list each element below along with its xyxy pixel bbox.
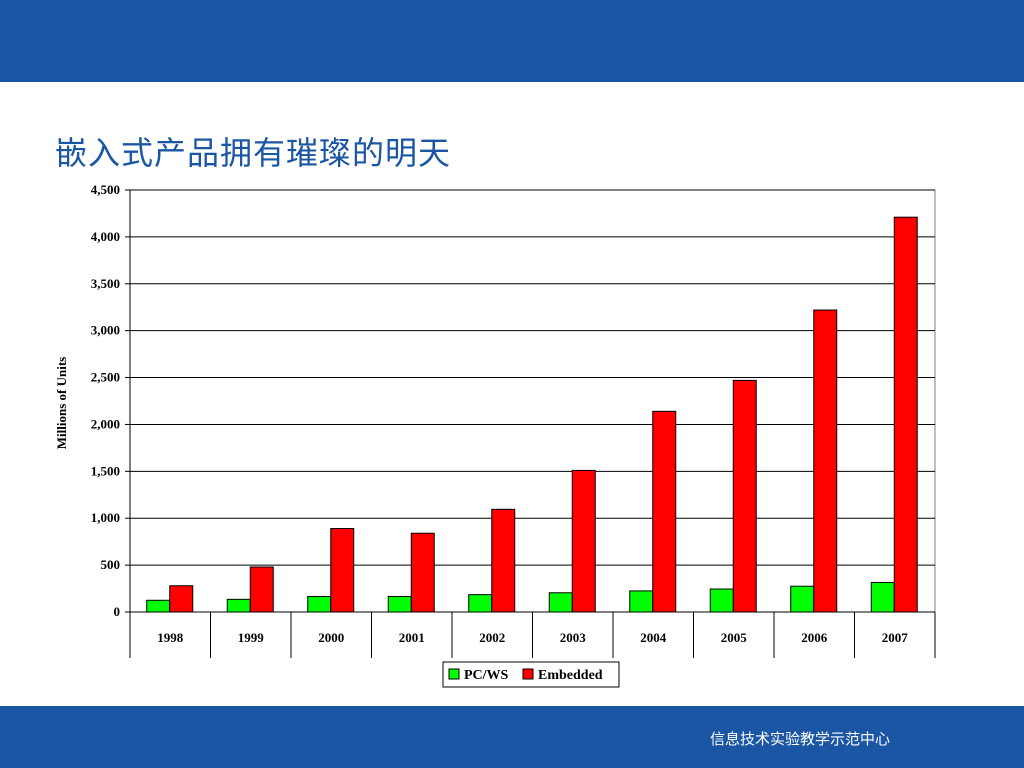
x-tick-label: 2002 — [479, 630, 505, 645]
x-tick-label: 2005 — [721, 630, 748, 645]
legend-label-embedded: Embedded — [538, 668, 603, 683]
x-tick-label: 2003 — [560, 630, 587, 645]
y-tick-label: 3,000 — [91, 323, 120, 338]
bar-pc-ws-2004 — [629, 590, 654, 613]
bar-embedded-2004 — [652, 410, 677, 613]
bar-embedded-2003 — [571, 469, 596, 613]
y-tick-label: 0 — [114, 604, 121, 619]
x-tick-label: 2006 — [801, 630, 828, 645]
bar-embedded-2005 — [732, 379, 757, 613]
footer-text: 信息技术实验教学示范中心 — [709, 730, 890, 748]
bar-pc-ws-1999 — [226, 598, 251, 613]
x-tick-label: 1999 — [238, 630, 265, 645]
bar-pc-ws-1998 — [146, 599, 171, 613]
legend-swatch-pc-ws — [448, 668, 460, 680]
bar-pc-ws-2003 — [548, 592, 573, 613]
bar-embedded-2002 — [491, 508, 516, 613]
bar-embedded-2006 — [813, 309, 838, 613]
y-tick-label: 3,500 — [91, 276, 120, 291]
slide-title: 嵌入式产品拥有璀璨的明天 — [55, 134, 452, 172]
y-tick-label: 1,500 — [91, 463, 120, 478]
bar-embedded-2000 — [330, 528, 355, 613]
y-tick-label: 500 — [101, 557, 121, 572]
x-tick-label: 2004 — [640, 630, 667, 645]
x-tick-label: 1998 — [157, 630, 184, 645]
x-tick-label: 2000 — [318, 630, 344, 645]
header-band — [0, 0, 1024, 82]
y-tick-label: 2,500 — [91, 370, 120, 385]
plot-area — [129, 189, 936, 613]
x-tick-label: 2007 — [882, 630, 909, 645]
bar-pc-ws-2007 — [870, 581, 895, 613]
bar-pc-ws-2000 — [307, 596, 332, 613]
y-tick-label: 4,000 — [91, 229, 120, 244]
y-tick-label: 2,000 — [91, 416, 120, 431]
bar-embedded-1998 — [169, 585, 194, 613]
bar-embedded-2001 — [410, 532, 435, 613]
footer-band: 信息技术实验教学示范中心 — [0, 706, 1024, 768]
x-tick-label: 2001 — [399, 630, 425, 645]
bar-pc-ws-2001 — [387, 596, 412, 613]
y-axis-title: Millions of Units — [54, 357, 69, 449]
bar-pc-ws-2005 — [709, 588, 734, 613]
bar-embedded-2007 — [893, 216, 918, 613]
legend-swatch-embedded — [522, 668, 534, 680]
legend-label-pc-ws: PC/WS — [464, 668, 509, 683]
y-tick-label: 4,500 — [91, 182, 120, 197]
bar-embedded-1999 — [249, 566, 274, 613]
bar-pc-ws-2006 — [790, 585, 815, 613]
bar-pc-ws-2002 — [468, 594, 493, 613]
y-tick-label: 1,000 — [91, 510, 120, 525]
